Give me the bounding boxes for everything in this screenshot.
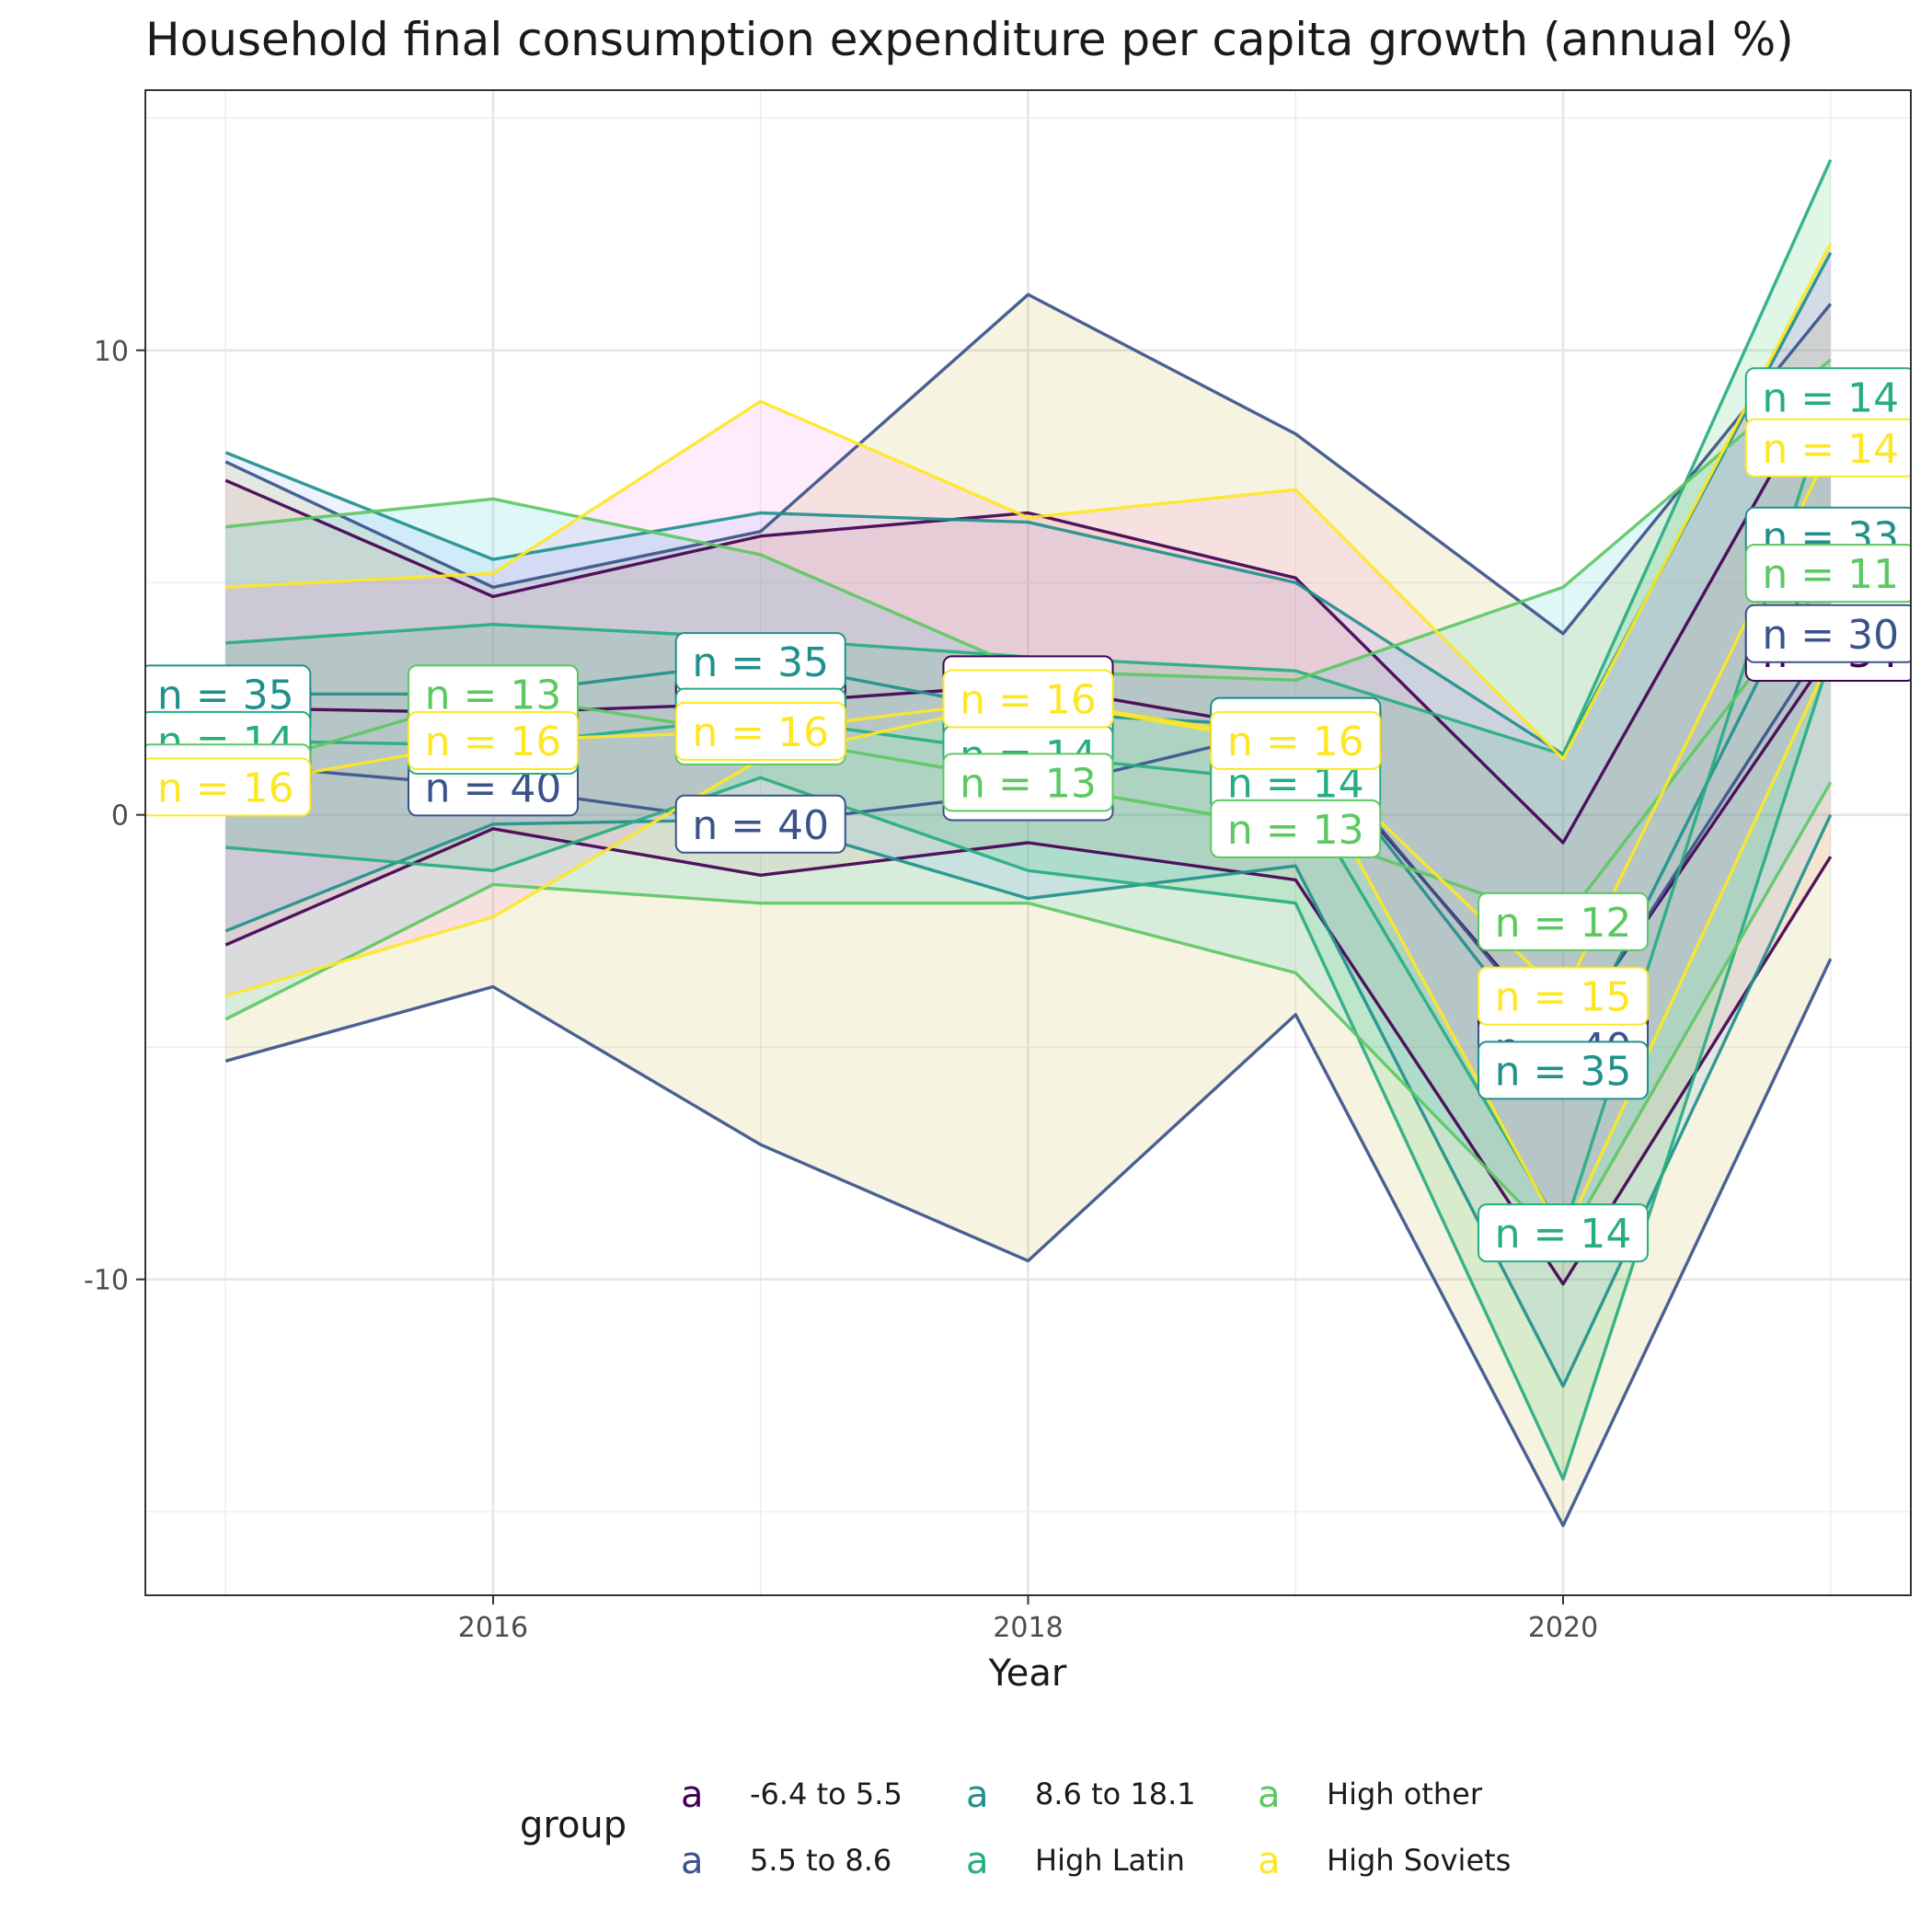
axes: 2016 2018 2020 -10 0 10 — [84, 336, 1598, 1644]
x-tick-label: 2016 — [458, 1612, 528, 1644]
data-label: n = 16 — [425, 719, 562, 765]
data-label: n = 14 — [1762, 426, 1899, 473]
series-line-lower — [225, 656, 1833, 1481]
series-line-upper — [224, 293, 1833, 636]
x-tick-label: 2020 — [1528, 1612, 1598, 1644]
data-label-box — [1744, 544, 1911, 604]
data-label-box — [942, 753, 1114, 812]
data-label-box — [145, 757, 312, 817]
series-line-lower — [224, 827, 1833, 1286]
data-label: n = 13 — [1227, 807, 1364, 854]
data-labels: n = 34n = 34n = 34n = 34n = 34n = 34n = … — [145, 367, 1911, 1263]
data-label-box — [1210, 799, 1382, 858]
legend-title: group — [520, 1804, 627, 1846]
data-label: n = 35 — [692, 639, 829, 686]
data-label-box — [674, 794, 846, 854]
series-line-upper — [225, 242, 1833, 761]
x-tick-label: 2018 — [993, 1612, 1063, 1644]
data-label: n = 11 — [1762, 551, 1899, 598]
legend-key: a — [681, 1840, 704, 1882]
legend-entry: -6.4 to 5.5 — [750, 1777, 903, 1811]
data-label: n = 16 — [157, 765, 294, 811]
data-label-box — [1744, 604, 1911, 663]
data-label-box — [407, 710, 579, 770]
legend-entry: 8.6 to 18.1 — [1035, 1777, 1196, 1811]
data-label: n = 14 — [1495, 1211, 1632, 1258]
series-line-upper — [224, 368, 1833, 845]
data-label: n = 12 — [1495, 900, 1632, 947]
data-label-box — [1744, 418, 1911, 477]
data-label-box — [1478, 1203, 1650, 1263]
legend-entry: High Soviets — [1327, 1843, 1511, 1878]
data-label: n = 13 — [960, 760, 1097, 807]
data-label-box — [1478, 966, 1650, 1026]
ribbon — [225, 294, 1831, 1526]
data-label: n = 30 — [1762, 612, 1899, 659]
data-label-box — [1478, 891, 1650, 951]
data-label-box — [942, 669, 1114, 729]
chart-title: Household final consumption expenditure … — [145, 13, 1794, 66]
legend-entry: High other — [1327, 1777, 1483, 1811]
ribbon — [225, 368, 1831, 1284]
data-label-box — [1210, 710, 1382, 770]
data-label: n = 16 — [692, 709, 829, 756]
legend-key: a — [966, 1774, 989, 1816]
legend-entry: 5.5 to 8.6 — [750, 1843, 891, 1878]
legend: group a -6.4 to 5.5 a 5.5 to 8.6 a 8.6 to 18.… — [520, 1774, 1511, 1882]
data-label: n = 35 — [1495, 1048, 1632, 1095]
data-label-box — [1478, 1041, 1650, 1100]
legend-key: a — [966, 1840, 989, 1882]
y-tick-label: -10 — [84, 1265, 129, 1297]
y-tick-label: 0 — [111, 800, 129, 833]
data-label: n = 16 — [1227, 719, 1364, 765]
series-line-lower — [224, 958, 1833, 1527]
data-label: n = 40 — [692, 802, 829, 849]
y-tick-label: 10 — [94, 336, 129, 368]
x-axis-title: Year — [988, 1652, 1067, 1695]
data-label: n = 14 — [1762, 374, 1899, 421]
series-line-lower — [224, 813, 1833, 1388]
legend-key: a — [1258, 1840, 1281, 1882]
legend-entry: High Latin — [1035, 1843, 1185, 1878]
legend-key: a — [1258, 1774, 1281, 1816]
data-label: n = 15 — [1495, 974, 1632, 1021]
data-label-box — [674, 701, 846, 761]
legend-key: a — [681, 1774, 704, 1816]
data-label: n = 16 — [960, 676, 1097, 723]
